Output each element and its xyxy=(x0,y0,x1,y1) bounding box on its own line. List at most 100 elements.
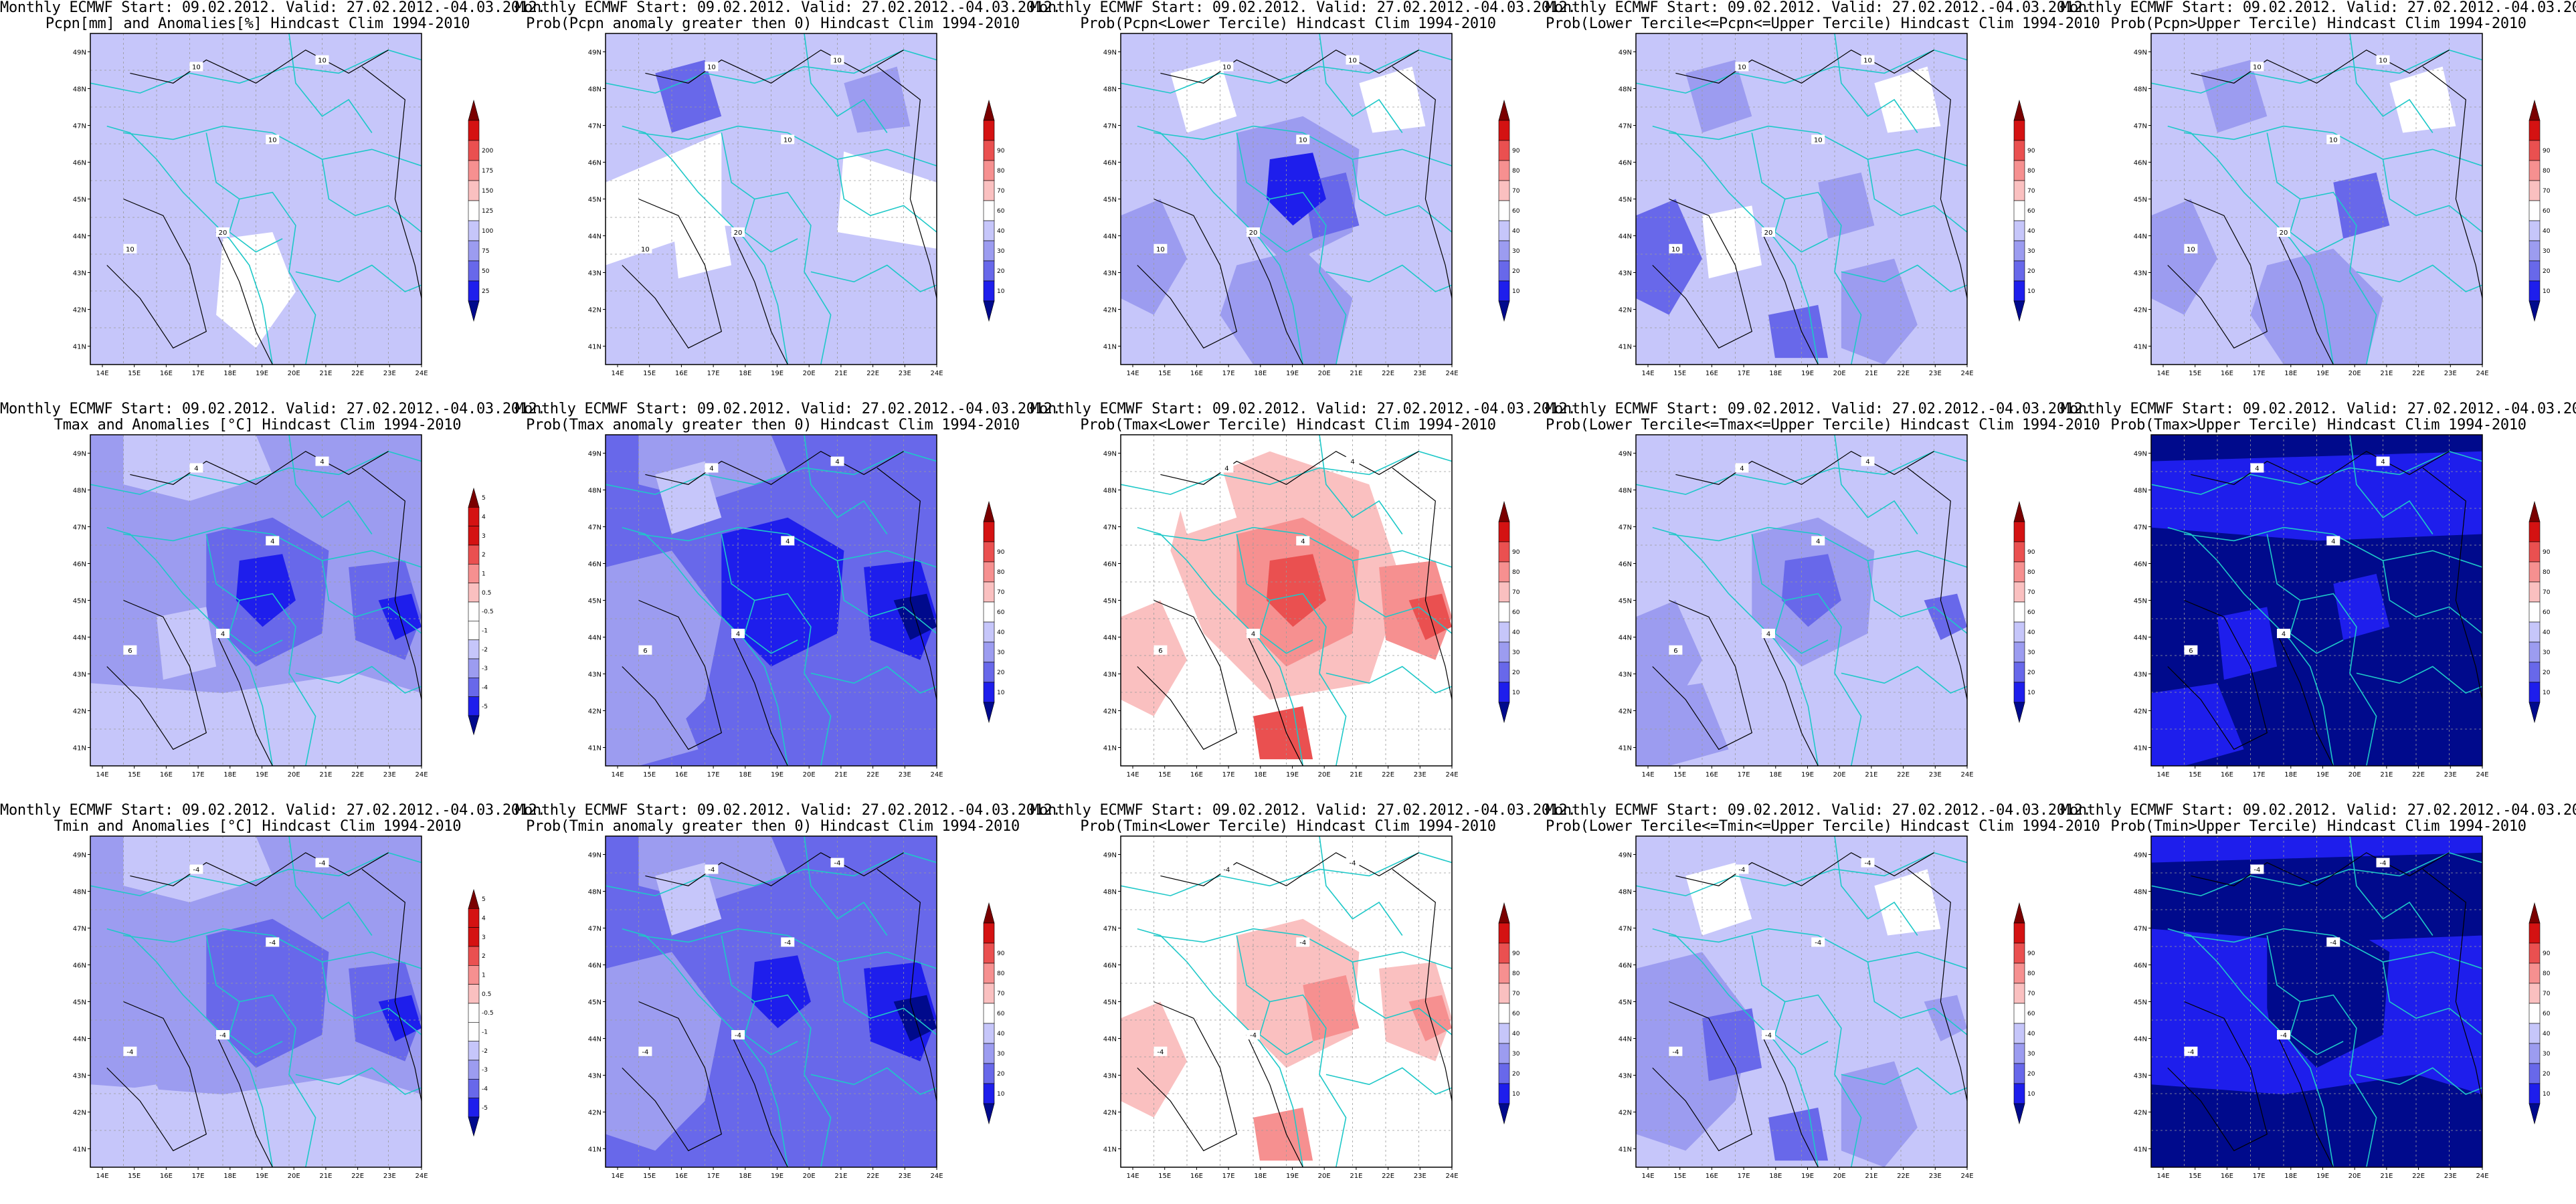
lon-tick-label: 15E xyxy=(643,370,656,377)
lon-tick-label: 24E xyxy=(2476,370,2488,377)
colorbar-label: 20 xyxy=(2027,1071,2035,1078)
lat-tick-label: 44N xyxy=(1619,635,1632,642)
field-region xyxy=(206,918,329,1068)
lon-tick-label: 19E xyxy=(1801,370,1814,377)
lon-tick-label: 18E xyxy=(1769,370,1782,377)
border-line xyxy=(622,928,789,1167)
colorbar-label: 10 xyxy=(997,288,1005,295)
border-line xyxy=(2349,435,2433,534)
field-region xyxy=(90,673,422,766)
contour-label: 10 xyxy=(1222,64,1231,72)
lon-tick-label: 14E xyxy=(96,1173,108,1180)
field-region xyxy=(606,952,722,1151)
colorbar-label: 60 xyxy=(2543,1011,2551,1017)
map-plot: 4 4 4 4 6 41N 42N 43N 44N 45N 46N 47N 48N 49N 14E 15E 16… xyxy=(1619,434,2035,779)
colorbar-label: 90 xyxy=(1512,549,1520,556)
contour-label: -4 xyxy=(319,860,326,868)
lat-tick-label: 47N xyxy=(2134,524,2147,532)
colorbar-label: 70 xyxy=(997,188,1005,195)
colorbar-label: 80 xyxy=(2027,168,2035,175)
contour-line xyxy=(215,231,273,365)
lon-tick-label: 21E xyxy=(834,771,847,779)
lon-tick-label: 17E xyxy=(2253,1173,2266,1180)
contour-line xyxy=(1392,468,1452,700)
contour-label-bg xyxy=(189,62,203,72)
colorbar-label: 80 xyxy=(2027,569,2035,576)
colorbar-segment xyxy=(468,280,480,302)
lon-tick-label: 24E xyxy=(1445,771,1458,779)
map-plot: 10 10 10 20 10 41N 42N 43N 44N 45N 46N 47N 48N 49N 14E… xyxy=(1619,33,2035,377)
colorbar-segment xyxy=(983,180,995,201)
colorbar-cap xyxy=(468,715,480,736)
lat-tick-label: 42N xyxy=(1619,1110,1632,1117)
panel-title: Prob(Lower Tercile<=Tmax<=Upper Tercile)… xyxy=(1546,417,2100,433)
field-region xyxy=(157,607,217,680)
lat-tick-label: 49N xyxy=(73,852,86,860)
lat-tick-label: 46N xyxy=(1103,963,1117,970)
lon-tick-label: 24E xyxy=(1960,771,1973,779)
lon-tick-label: 19E xyxy=(1801,1173,1814,1180)
colorbar-segment xyxy=(1498,140,1510,161)
border-line xyxy=(2151,49,2482,94)
lat-tick-label: 42N xyxy=(1103,708,1117,716)
lon-tick-label: 21E xyxy=(1865,370,1877,377)
border-line xyxy=(228,1001,283,1056)
colorbar-label: 40 xyxy=(2543,228,2551,235)
contour-label-bg xyxy=(1220,864,1234,874)
colorbar-segment xyxy=(983,621,995,643)
colorbar-label: 30 xyxy=(1512,248,1520,255)
colorbar-label: 30 xyxy=(1512,649,1520,656)
lon-tick-label: 15E xyxy=(2189,370,2201,377)
lon-tick-label: 14E xyxy=(1126,1173,1139,1180)
lon-tick-label: 19E xyxy=(1286,1173,1299,1180)
contour-label-bg xyxy=(1861,55,1875,65)
colorbar-segment xyxy=(1498,160,1510,181)
border-line xyxy=(1751,132,1862,365)
lon-tick-label: 24E xyxy=(2476,771,2488,779)
colorbar-label: 25 xyxy=(482,288,489,295)
contour-label: 10 xyxy=(2187,246,2195,254)
colorbar-cap xyxy=(2528,500,2541,522)
border-line xyxy=(804,836,888,936)
contour-label-bg xyxy=(2326,134,2340,144)
lat-tick-label: 41N xyxy=(1619,344,1632,351)
lon-tick-label: 16E xyxy=(1706,370,1718,377)
border-line xyxy=(1154,928,1452,969)
lon-tick-label: 15E xyxy=(1158,1173,1171,1180)
lon-tick-label: 21E xyxy=(1350,1173,1362,1180)
colorbar-label: 40 xyxy=(2027,228,2035,235)
field-region xyxy=(1636,952,1752,1151)
colorbar-label: 175 xyxy=(482,168,493,175)
colorbar-segment xyxy=(468,1098,480,1118)
colorbar-segment xyxy=(983,280,995,302)
colorbar-segment xyxy=(2528,140,2541,161)
colorbar-label: 40 xyxy=(2027,629,2035,636)
map-area: 10 10 10 20 10 xyxy=(1121,33,1452,365)
contour-label: -4 xyxy=(708,867,715,874)
contour-label-bg xyxy=(705,864,719,874)
border-line xyxy=(295,666,422,694)
colorbar-segment xyxy=(468,696,480,716)
lon-tick-label: 24E xyxy=(415,370,428,377)
lat-tick-label: 49N xyxy=(2134,852,2147,860)
colorbar-cap xyxy=(2528,99,2541,121)
colorbar-label: 4 xyxy=(482,514,486,521)
lon-tick-label: 20E xyxy=(288,771,300,779)
colorbar-label: 20 xyxy=(1512,1071,1520,1078)
colorbar-label: 80 xyxy=(2543,971,2551,977)
border-line xyxy=(1259,199,1313,253)
lat-tick-label: 47N xyxy=(1619,123,1632,130)
border-line xyxy=(810,1067,937,1096)
colorbar-segment xyxy=(2528,200,2541,221)
colorbar-label: 0.5 xyxy=(482,991,491,998)
lat-tick-label: 46N xyxy=(1103,561,1117,569)
border-line xyxy=(2349,33,2433,133)
panel-header: Monthly ECMWF Start: 09.02.2012. Valid: … xyxy=(1546,401,2092,417)
lon-tick-label: 14E xyxy=(611,771,624,779)
field-region xyxy=(1818,172,1875,239)
border-line xyxy=(228,600,283,654)
contour-label-bg xyxy=(2376,55,2390,65)
border-line xyxy=(1774,199,1829,253)
colorbar-label: 5 xyxy=(482,495,486,502)
contour-label: -4 xyxy=(1672,1049,1679,1056)
